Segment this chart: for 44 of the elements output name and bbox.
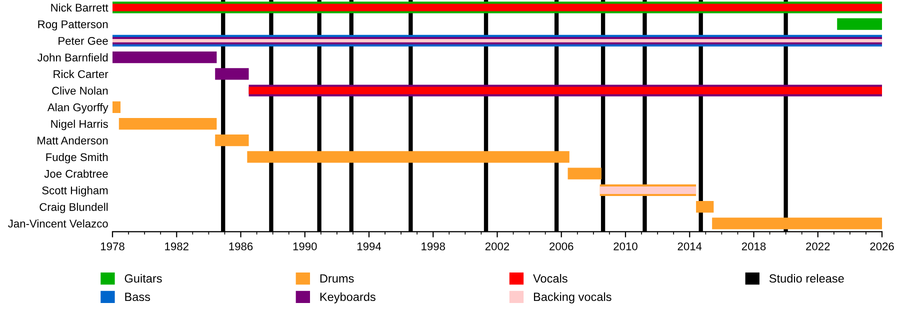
bar <box>696 201 714 213</box>
x-tick-label: 2014 <box>678 242 702 250</box>
bar <box>247 151 570 163</box>
x-tick-label: 1998 <box>422 242 445 250</box>
bar <box>118 118 217 130</box>
y-tick-label: Alan Gyorffy <box>47 103 108 114</box>
legend-label: Guitars <box>124 274 162 283</box>
x-tick-label: 2010 <box>614 242 638 250</box>
x-tick-label: 1990 <box>293 242 317 250</box>
x-tick-label: 1982 <box>165 242 188 250</box>
x-tick-label: 2022 <box>806 242 830 250</box>
y-tick-label: Rick Carter <box>54 70 108 78</box>
legend-label: Vocals <box>533 274 568 283</box>
bar <box>112 51 217 64</box>
legend-label: Drums <box>320 274 354 283</box>
bar <box>215 68 249 80</box>
y-tick-label: Peter Gee <box>58 36 108 45</box>
y-tick-label: Rog Patterson <box>38 20 108 30</box>
legend-label: Studio release <box>769 274 844 283</box>
x-tick-label: 1986 <box>229 242 253 250</box>
y-tick-label: Craig Blundell <box>40 202 108 214</box>
x-tick-label: 1994 <box>357 242 382 250</box>
y-tick-label: Joe Crabtree <box>44 170 108 178</box>
x-tick-label: 1978 <box>100 242 124 250</box>
y-tick-label: Nigel Harris <box>51 120 108 130</box>
legend-label: Keyboards <box>320 292 376 304</box>
bar <box>837 18 882 30</box>
y-tick-label: Fudge Smith <box>46 152 108 164</box>
legend-label: Backing vocals <box>534 292 612 304</box>
y-tick-label: Clive Nolan <box>52 86 108 95</box>
x-tick-label: 2002 <box>485 242 510 250</box>
y-tick-label: John Barnfield <box>37 53 108 62</box>
x-tick-label: 2026 <box>870 242 894 250</box>
bar <box>568 168 602 180</box>
x-tick-label: 2018 <box>742 242 766 250</box>
y-tick-label: Matt Anderson <box>38 136 108 145</box>
x-tick-label: 2006 <box>550 242 574 250</box>
y-tick-label: Nick Barrett <box>51 3 108 12</box>
bar <box>215 134 249 146</box>
y-tick-label: Scott Higham <box>42 186 108 197</box>
bar <box>112 101 121 113</box>
bar <box>712 218 882 230</box>
legend-label: Bass <box>125 292 150 302</box>
y-tick-label: Jan-Vincent Velazco <box>8 219 108 228</box>
